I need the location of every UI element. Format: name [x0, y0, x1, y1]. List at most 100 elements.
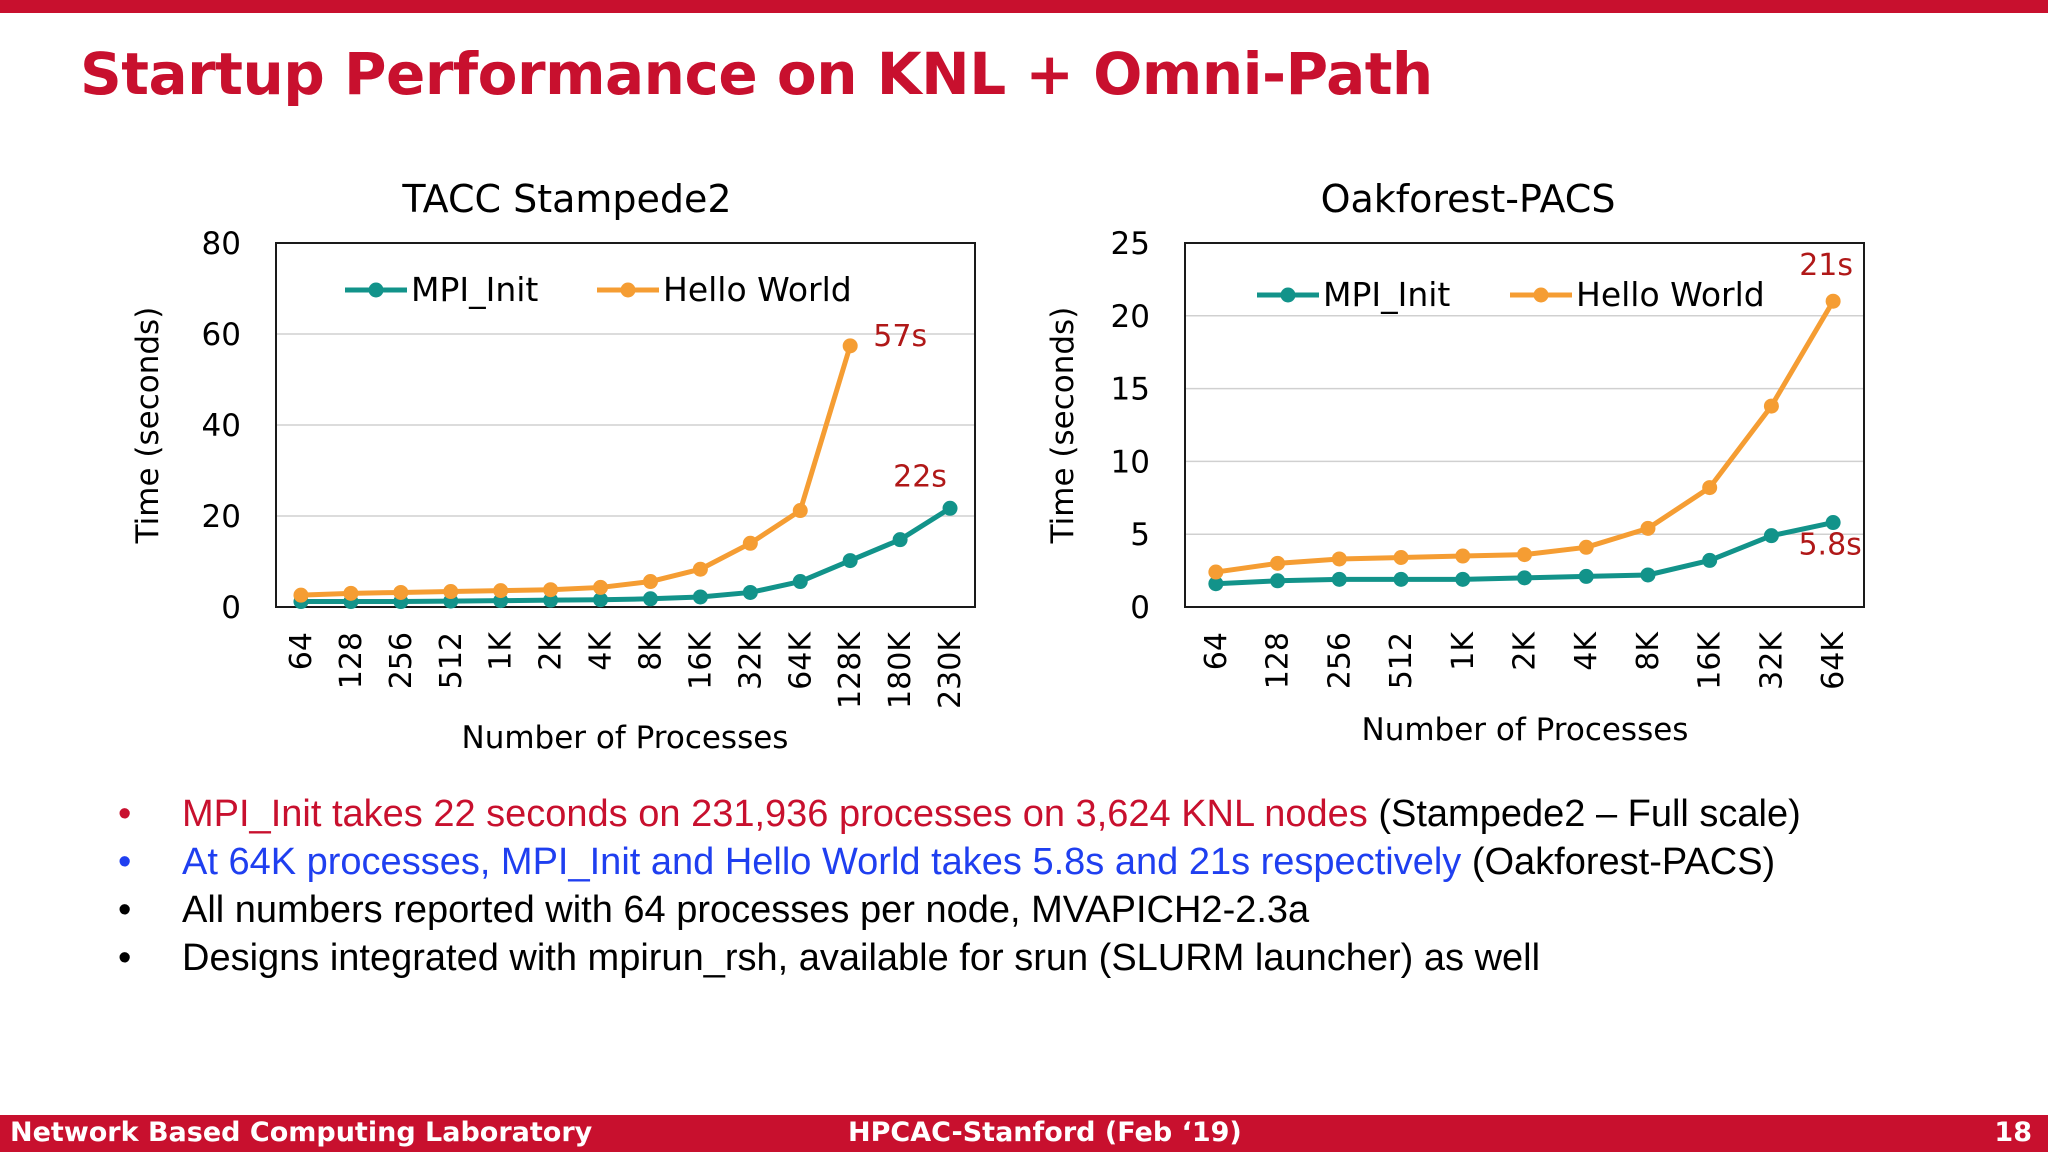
legend-swatch-marker [620, 282, 636, 298]
legend-label: Hello World [663, 270, 852, 309]
data-point [842, 553, 858, 569]
data-point [1640, 520, 1656, 536]
data-point [792, 574, 808, 590]
x-tick-label: 4K [1569, 631, 1604, 671]
x-tick-label: 16K [683, 631, 718, 690]
bullet-text: At 64K processes, MPI_Init and Hello Wor… [182, 841, 1462, 883]
x-tick-label: 64 [1199, 632, 1234, 670]
data-point [1763, 398, 1779, 414]
x-tick-label: 1K [484, 631, 519, 671]
data-point [742, 535, 758, 551]
x-tick-label: 2K [534, 631, 569, 671]
y-tick-label: 25 [1111, 226, 1150, 262]
data-point [1208, 564, 1224, 580]
series-line-hello-world [300, 345, 853, 598]
data-point [543, 592, 559, 608]
data-point [842, 338, 858, 354]
legend-label: MPI_Init [1323, 275, 1450, 314]
x-tick-label: 180K [883, 631, 918, 709]
y-tick-label: 0 [1130, 590, 1150, 626]
data-point [343, 585, 359, 601]
data-point [1331, 571, 1347, 587]
data-point [1455, 571, 1471, 587]
data-point [1331, 551, 1347, 567]
bullet-dot: • [118, 937, 132, 979]
data-point [742, 584, 758, 600]
x-tick-label: 64K [1816, 631, 1851, 690]
data-point [692, 561, 708, 577]
legend-swatch-marker [1280, 287, 1296, 303]
x-tick-label: 64K [783, 631, 818, 690]
legend-label: Hello World [1576, 275, 1765, 314]
y-tick-label: 20 [202, 499, 241, 535]
chart-title: Oakforest-PACS [1321, 177, 1616, 221]
data-point [1825, 293, 1841, 309]
bullet-text: MPI_Init takes 22 seconds on 231,936 pro… [182, 793, 1368, 835]
bullet-item: • At 64K processes, MPI_Init and Hello Wo… [118, 838, 1801, 886]
bullet-dot: • [118, 889, 132, 931]
y-axis-title: Time (seconds) [1045, 307, 1081, 545]
oakforest-pacs-chart: Oakforest-PACS 0 5 10 15 20 25 64 128 256 512 1K 2K 4… [1045, 177, 1865, 748]
data-point [942, 500, 958, 516]
footer-lab-name: Network Based Computing Laboratory [10, 1117, 593, 1148]
bullet-text: Designs integrated with mpirun_rsh, avai… [182, 937, 1541, 979]
bullet-item: • All numbers reported with 64 processes … [118, 886, 1801, 934]
data-point [1763, 528, 1779, 544]
x-tick-label: 128K [833, 631, 868, 709]
data-point [1270, 555, 1286, 571]
data-annotation: 5.8s [1798, 528, 1861, 563]
x-tick-label: 512 [1384, 632, 1419, 689]
chart-title: TACC Stampede2 [401, 177, 731, 221]
y-tick-label: 40 [202, 408, 241, 444]
x-tick-label: 256 [384, 632, 419, 689]
legend-swatch-marker [1533, 287, 1549, 303]
series-line-hello-world [1215, 299, 1836, 575]
bullet-item: • MPI_Init takes 22 seconds on 231,936 pr… [118, 790, 1801, 838]
y-tick-label: 5 [1130, 517, 1150, 553]
y-tick-label: 10 [1111, 444, 1150, 480]
data-point [1578, 568, 1594, 584]
bullet-list: • MPI_Init takes 22 seconds on 231,936 pr… [118, 790, 1801, 982]
data-point [293, 587, 309, 603]
x-tick-label: 230K [933, 631, 968, 709]
data-annotation: 21s [1799, 248, 1853, 283]
data-point [1393, 571, 1409, 587]
x-tick-label: 8K [1631, 631, 1666, 671]
bullet-dot: • [118, 841, 132, 883]
slide-title: Startup Performance on KNL + Omni-Path [80, 40, 1433, 108]
bullet-suffix: (Stampede2 – Full scale) [1367, 793, 1801, 835]
data-point [692, 589, 708, 605]
legend-label: MPI_Init [411, 270, 538, 309]
page-number: 18 [1994, 1117, 2032, 1148]
y-tick-label: 60 [202, 317, 241, 353]
x-tick-label: 128 [334, 632, 369, 689]
bullet-text: All numbers reported with 64 processes p… [182, 889, 1310, 931]
y-tick-label: 20 [1111, 299, 1150, 335]
data-point [593, 579, 609, 595]
data-point [1825, 515, 1841, 531]
data-point [1702, 552, 1718, 568]
data-point [892, 532, 908, 548]
data-point [792, 503, 808, 519]
data-point [393, 584, 409, 600]
x-tick-label: 16K [1693, 631, 1728, 690]
data-point [543, 582, 559, 598]
x-axis-title: Number of Processes [462, 720, 789, 756]
x-tick-label: 512 [434, 632, 469, 689]
data-point [443, 584, 459, 600]
x-axis-title: Number of Processes [1362, 712, 1689, 748]
data-point [1702, 480, 1718, 496]
x-tick-label: 1K [1446, 631, 1481, 671]
footer-event: HPCAC-Stanford (Feb ‘19) [848, 1117, 1242, 1148]
bullet-suffix: (Oakforest-PACS) [1461, 841, 1776, 883]
y-tick-label: 80 [202, 226, 241, 262]
stampede2-chart: TACC Stampede2 0 20 40 60 80 64 128 256 512 1K 2K 4K… [130, 177, 976, 756]
x-tick-label: 8K [633, 631, 668, 671]
x-tick-label: 128 [1261, 632, 1296, 689]
y-tick-label: 0 [221, 590, 241, 626]
bullet-item: • Designs integrated with mpirun_rsh, ava… [118, 934, 1801, 982]
data-point [642, 591, 658, 607]
x-tick-label: 64 [284, 632, 319, 670]
data-point [1578, 539, 1594, 555]
